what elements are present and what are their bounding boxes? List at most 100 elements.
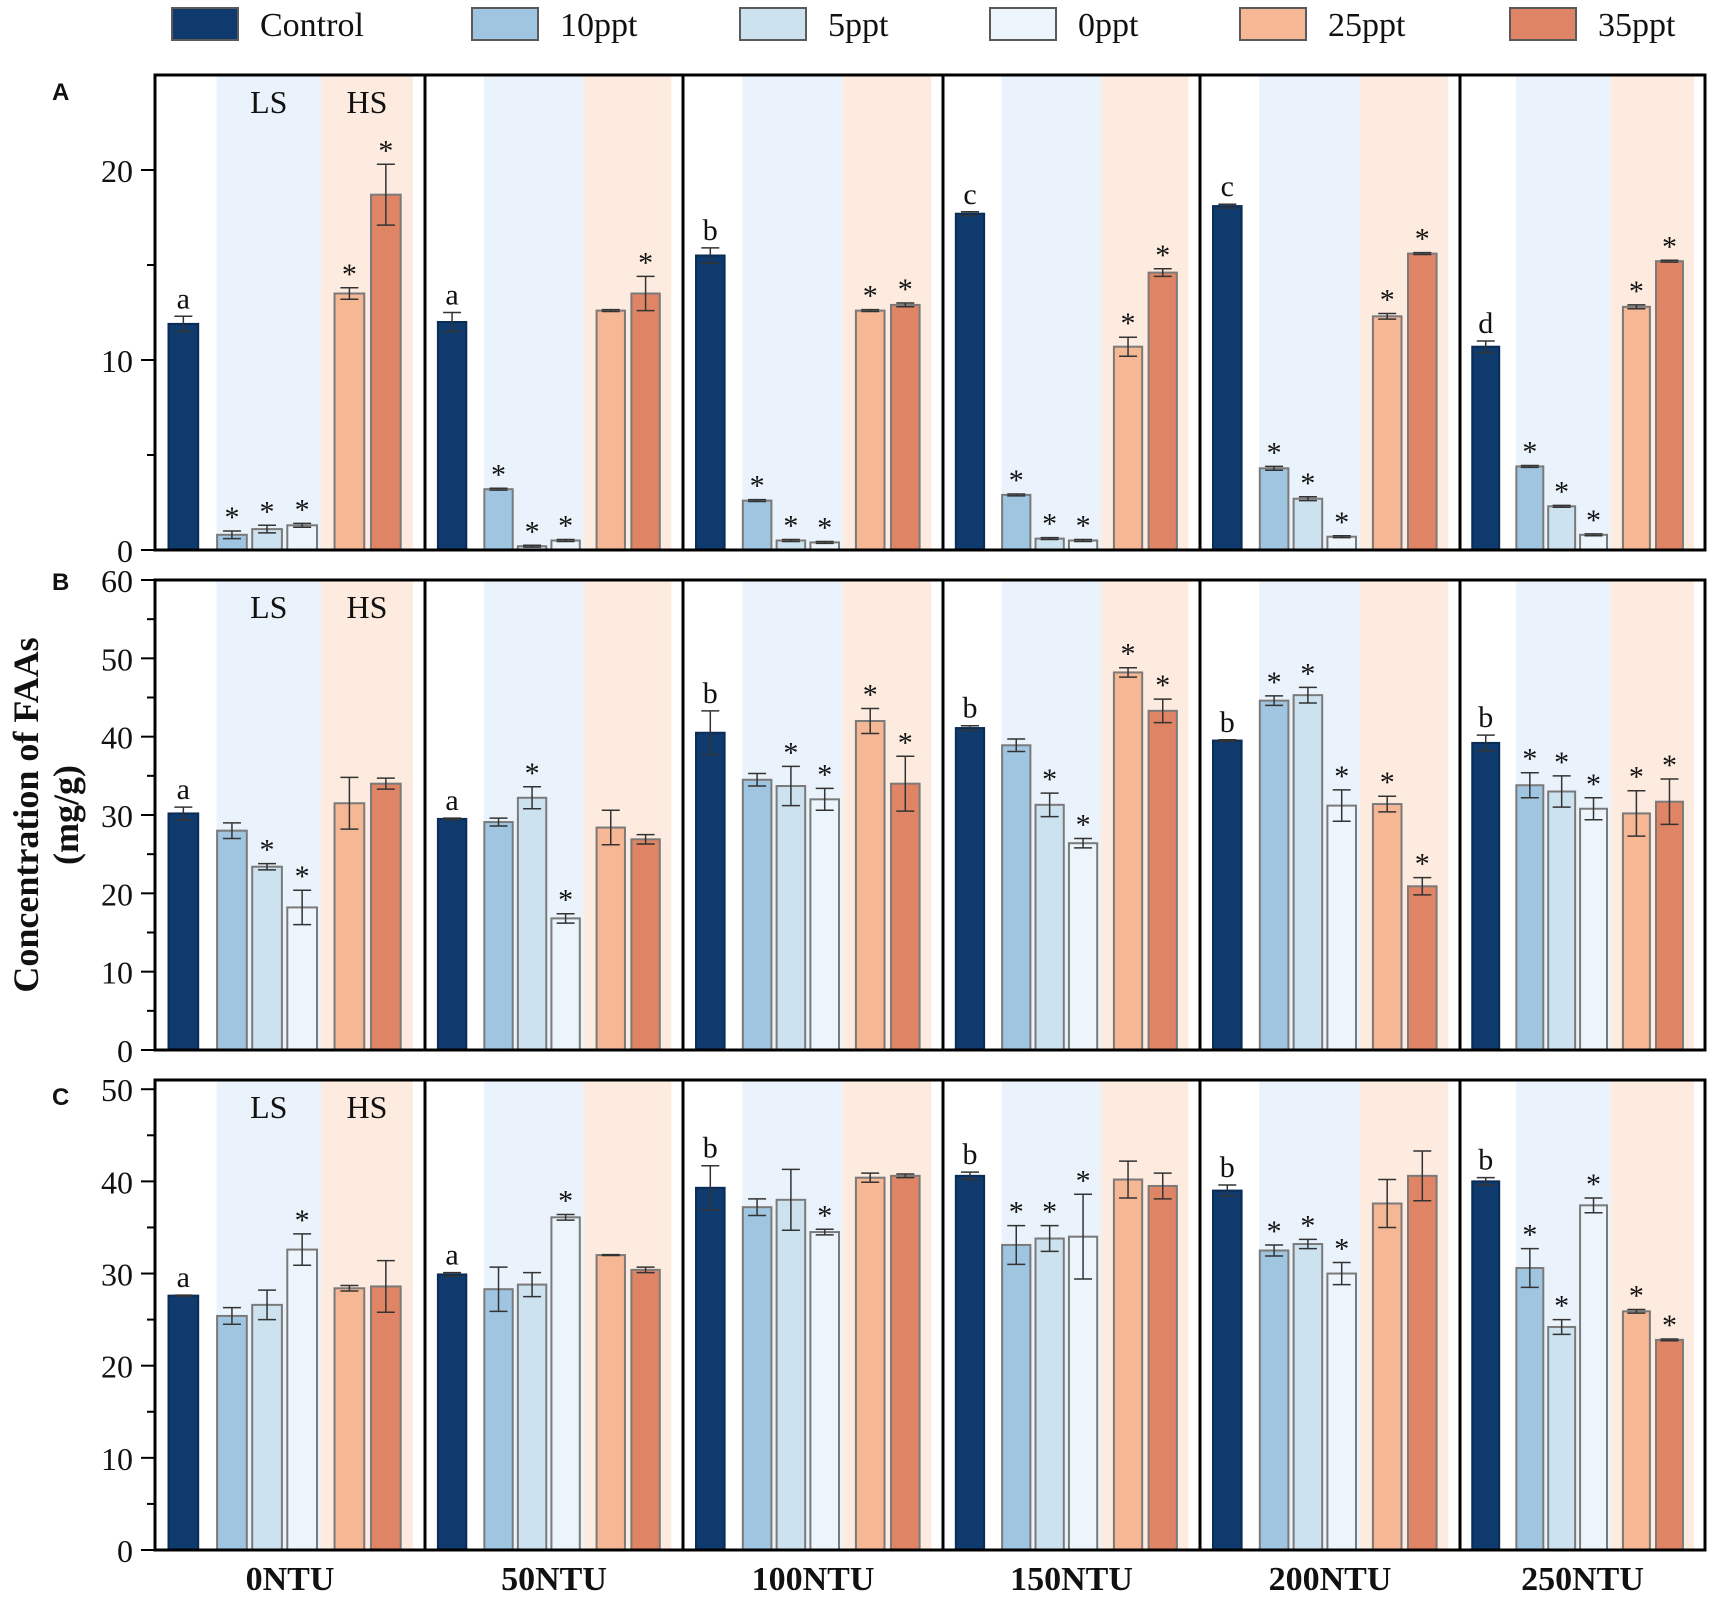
- significance-star-5ppt: *: [783, 736, 798, 769]
- group-letter: b: [703, 677, 718, 710]
- y-tick-label: 20: [101, 876, 133, 912]
- legend-label-control: Control: [260, 7, 364, 44]
- ls-band-label: LS: [250, 1089, 287, 1125]
- significance-star-10ppt: *: [1522, 435, 1537, 468]
- significance-star-0ppt: *: [295, 1204, 310, 1237]
- significance-star-0ppt: *: [558, 884, 573, 917]
- significance-star-10ppt: *: [491, 458, 506, 491]
- significance-star-5ppt: *: [260, 834, 275, 867]
- significance-star-10ppt: *: [1009, 464, 1024, 497]
- ls-band: [483, 75, 584, 550]
- bar-25ppt: [1371, 315, 1403, 551]
- bar-10ppt: [741, 778, 773, 1051]
- significance-star-25ppt: *: [1380, 283, 1395, 316]
- ls-band: [216, 75, 322, 550]
- bar-35ppt: [370, 193, 402, 551]
- y-axis-title: Concentration of FAAs(mg/g): [6, 637, 86, 992]
- group-letter: b: [1220, 1151, 1235, 1184]
- group-letter: b: [962, 1138, 977, 1171]
- significance-star-0ppt: *: [1076, 809, 1091, 842]
- bar-0ppt: [1579, 1204, 1609, 1552]
- group-letter: a: [445, 784, 458, 817]
- y-tick-label: 40: [101, 720, 133, 756]
- y-tick-label: 10: [101, 1441, 133, 1477]
- bar-control: [954, 212, 986, 551]
- bar-35ppt: [370, 782, 402, 1052]
- y-tick-label: 50: [101, 1072, 133, 1108]
- legend-swatch-0ppt: [989, 7, 1057, 41]
- significance-star-25ppt: *: [342, 258, 357, 291]
- bar-control: [954, 727, 986, 1051]
- significance-star-25ppt: *: [1629, 761, 1644, 794]
- bar-35ppt: [1147, 709, 1178, 1051]
- bar-25ppt: [595, 826, 626, 1051]
- bar-5ppt: [251, 865, 283, 1052]
- y-tick-label: 20: [101, 153, 133, 189]
- significance-star-5ppt: *: [1554, 746, 1569, 779]
- bar-25ppt: [1112, 671, 1144, 1052]
- bar-35ppt: [890, 303, 921, 551]
- significance-star-10ppt: *: [1522, 743, 1537, 776]
- significance-star-0ppt: *: [1586, 1168, 1601, 1201]
- significance-star-0ppt: *: [1334, 506, 1349, 539]
- bar-5ppt: [1034, 1237, 1065, 1551]
- bar-control: [1471, 1180, 1501, 1551]
- panel-letter-c: C: [52, 1084, 69, 1111]
- x-group-label: 50NTU: [501, 1561, 607, 1597]
- group-100ntu: b * * * * *: [695, 75, 932, 552]
- group-150ntu: b * * *: [954, 1080, 1189, 1552]
- group-250ntu: d * * * * *: [1471, 75, 1694, 552]
- bar-25ppt: [1621, 812, 1651, 1052]
- bar-0ppt: [286, 524, 318, 551]
- ls-band-label: LS: [250, 84, 287, 120]
- significance-star-10ppt: *: [1267, 666, 1282, 699]
- x-group-label: 150NTU: [1010, 1561, 1133, 1597]
- y-tick-label: 0: [117, 1033, 133, 1069]
- significance-star-5ppt: *: [525, 757, 540, 790]
- y-tick-label: 0: [117, 1533, 133, 1569]
- significance-star-5ppt: *: [260, 495, 275, 528]
- bar-0ppt: [1067, 1235, 1099, 1551]
- bar-35ppt: [890, 1174, 921, 1551]
- significance-star-25ppt: *: [863, 280, 878, 313]
- bar-10ppt: [216, 1314, 248, 1551]
- bar-10ppt: [1001, 1243, 1032, 1552]
- significance-star-35ppt: *: [898, 273, 913, 306]
- x-group-label: 100NTU: [752, 1561, 875, 1597]
- group-100ntu: b*: [695, 1080, 932, 1552]
- bar-control: [1471, 741, 1501, 1052]
- bar-35ppt: [1407, 252, 1438, 551]
- group-letter: d: [1478, 307, 1493, 340]
- y-axis-label: Concentration of FAAs(mg/g): [6, 637, 86, 992]
- group-letter: b: [1478, 701, 1493, 734]
- bar-0ppt: [550, 1216, 581, 1551]
- group-letter: b: [1220, 706, 1235, 739]
- significance-star-10ppt: *: [1267, 1215, 1282, 1248]
- bar-5ppt: [775, 1198, 807, 1552]
- x-group-label: 200NTU: [1269, 1561, 1392, 1597]
- significance-star-35ppt: *: [1155, 239, 1170, 272]
- bar-25ppt: [333, 292, 366, 551]
- bar-5ppt: [1547, 790, 1577, 1051]
- bar-control: [1212, 1189, 1243, 1552]
- bar-35ppt: [630, 292, 661, 551]
- significance-star-5ppt: *: [1042, 508, 1057, 541]
- bar-control: [695, 254, 726, 551]
- significance-star-5ppt: *: [1300, 1209, 1315, 1242]
- bar-10ppt: [216, 829, 248, 1052]
- panel-frame: [153, 1078, 1707, 1552]
- group-0ntu: LS HS a * *: [167, 580, 413, 1052]
- bar-35ppt: [1407, 885, 1438, 1051]
- group-100ntu: b * * * *: [695, 580, 932, 1052]
- significance-star-0ppt: *: [1076, 1164, 1091, 1197]
- panels: A LS HSa* * ***a** **b** ** *c** ***c*****d*****…: [52, 73, 1707, 1569]
- bar-control: [695, 1186, 726, 1551]
- hs-band-label: HS: [346, 1089, 387, 1125]
- significance-star-0ppt: *: [558, 510, 573, 543]
- significance-star-25ppt: *: [1380, 766, 1395, 799]
- bar-35ppt: [630, 838, 661, 1051]
- legend: Control 10ppt 5ppt 0ppt 25ppt 35ppt: [171, 7, 1676, 44]
- y-tick-label: 40: [101, 1164, 133, 1200]
- bar-10ppt: [483, 1288, 514, 1551]
- significance-star-35ppt: *: [1415, 223, 1430, 256]
